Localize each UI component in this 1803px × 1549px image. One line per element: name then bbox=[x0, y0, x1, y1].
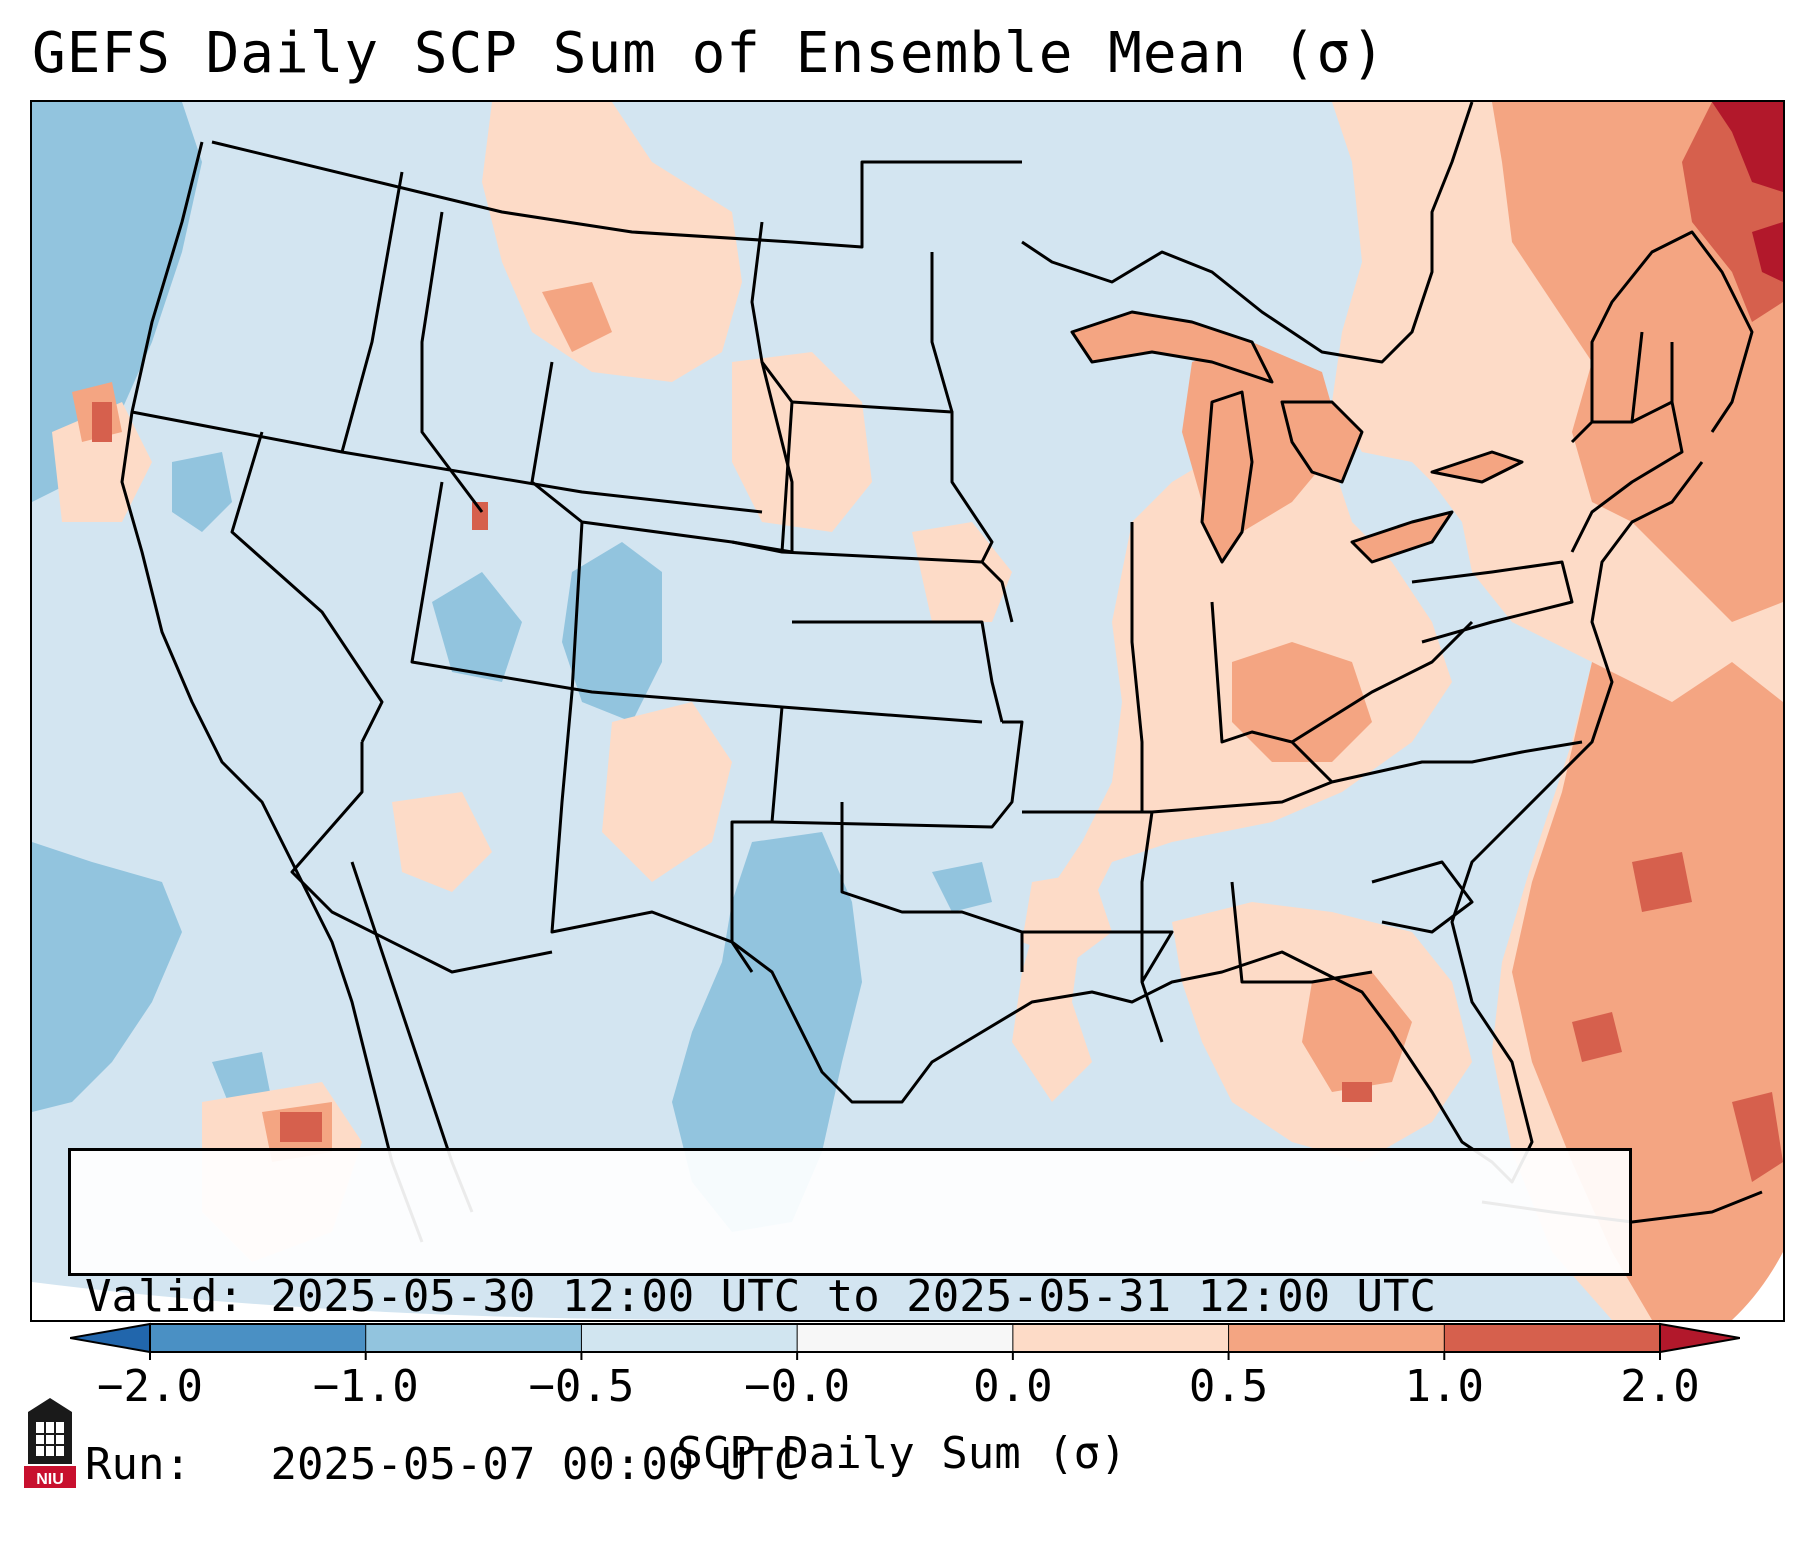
colorbar-extend-high bbox=[1659, 1322, 1740, 1354]
map-panel bbox=[30, 100, 1785, 1322]
valid-time-box: Valid: 2025-05-30 12:00 UTC to 2025-05-3… bbox=[68, 1148, 1632, 1490]
great-lakes bbox=[1070, 310, 1524, 564]
colorbar-ticks bbox=[149, 1324, 1661, 1360]
colorbar-tick-label: −1.0 bbox=[312, 1361, 419, 1412]
valid-row: Valid: 2025-05-30 12:00 UTC to 2025-05-3… bbox=[85, 1269, 1615, 1325]
colorbar-segment bbox=[365, 1324, 582, 1352]
colorbar-segment bbox=[581, 1324, 798, 1352]
colorbar-tick-label: −0.0 bbox=[744, 1361, 851, 1412]
colorbar-segment bbox=[1228, 1324, 1445, 1352]
anomaly-map bbox=[32, 102, 1783, 1320]
colorbar-tick-label: −0.5 bbox=[528, 1361, 635, 1412]
colorbar bbox=[70, 1322, 1740, 1360]
colorbar-segment bbox=[797, 1324, 1014, 1352]
lake-huron bbox=[1280, 400, 1364, 484]
valid-label: Valid: bbox=[85, 1271, 244, 1322]
run-row: Run: 2025-05-07 00:00 UTC bbox=[85, 1437, 1615, 1493]
lake-michigan bbox=[1200, 390, 1254, 564]
colorbar-segment bbox=[1012, 1324, 1230, 1352]
canada-border-east bbox=[1021, 102, 1474, 364]
map-edge-left bbox=[32, 1282, 732, 1320]
colorbar-segment bbox=[1444, 1324, 1661, 1352]
colorbar-tick-label: 0.0 bbox=[973, 1361, 1053, 1412]
lake-superior bbox=[1070, 310, 1274, 384]
parallel-42 bbox=[131, 410, 763, 514]
run-value: 2025-05-07 00:00 UTC bbox=[270, 1439, 801, 1490]
logo-text: NIU bbox=[36, 1471, 64, 1488]
state-boundaries bbox=[131, 102, 1754, 1043]
lake-erie bbox=[1350, 510, 1454, 564]
run-label: Run: bbox=[85, 1439, 191, 1490]
colorbar-tick-label: 2.0 bbox=[1620, 1361, 1700, 1412]
west-coast bbox=[120, 141, 424, 1243]
gulf-atlantic-coast bbox=[731, 461, 1704, 1184]
canada-border bbox=[211, 140, 1022, 249]
valid-value: 2025-05-30 12:00 UTC to 2025-05-31 12:00… bbox=[270, 1271, 1437, 1322]
colorbar-extend-low bbox=[70, 1322, 151, 1354]
map-edge-right bbox=[1732, 1252, 1783, 1320]
colorbar-tick-label: −2.0 bbox=[97, 1361, 203, 1412]
chart-title: GEFS Daily SCP Sum of Ensemble Mean (σ) bbox=[32, 21, 1386, 86]
colorbar-label: SCP Daily Sum (σ) bbox=[676, 1428, 1127, 1479]
colorbar-segment bbox=[150, 1324, 367, 1352]
colorbar-tick-label: 1.0 bbox=[1404, 1361, 1485, 1412]
negative-anomaly-regions bbox=[32, 102, 992, 1232]
niu-logo: NIU bbox=[24, 1398, 76, 1488]
colorbar-segments bbox=[150, 1324, 1661, 1352]
positive-max-regions bbox=[1712, 102, 1783, 282]
colorbar-tick-label: 0.5 bbox=[1188, 1361, 1269, 1412]
lake-ontario bbox=[1430, 450, 1524, 484]
